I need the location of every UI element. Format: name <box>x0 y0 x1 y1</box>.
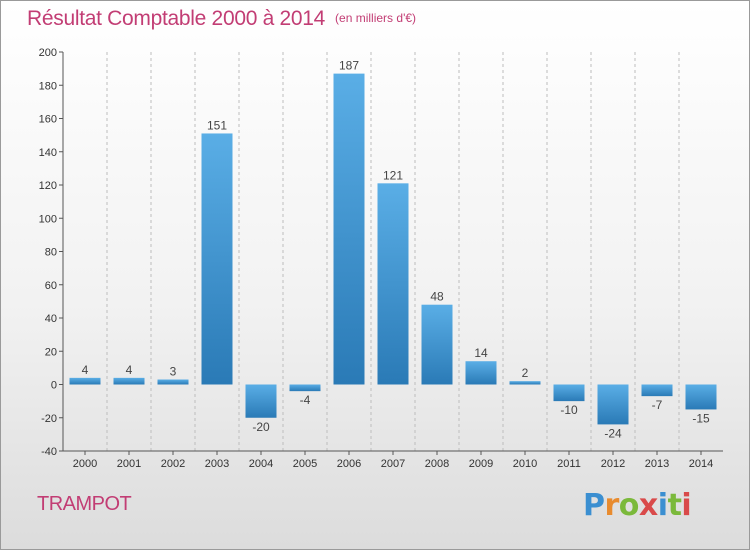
x-tick-label: 2012 <box>601 458 625 470</box>
bar-2011 <box>553 384 585 402</box>
bar-2000 <box>69 377 101 385</box>
bar-2001 <box>113 377 145 385</box>
bar-2004 <box>245 384 277 418</box>
x-tick-label: 2014 <box>689 458 713 470</box>
bar-2012 <box>597 384 629 425</box>
y-tick-label: 140 <box>39 147 57 159</box>
logo-letter: P <box>583 488 605 523</box>
bar-2003 <box>201 133 233 385</box>
data-label-2014: -15 <box>692 411 710 425</box>
x-tick-label: 2011 <box>557 458 581 470</box>
x-tick-label: 2010 <box>513 458 537 470</box>
x-tick-label: 2003 <box>205 458 229 470</box>
logo-letter: i <box>681 488 692 523</box>
y-tick-label: 160 <box>39 114 57 126</box>
bar-2010 <box>509 381 541 385</box>
bar-2006 <box>333 73 365 385</box>
y-tick-label: -20 <box>41 413 57 425</box>
y-tick-label: 120 <box>39 180 57 192</box>
x-tick-label: 2009 <box>469 458 493 470</box>
x-tick-label: 2008 <box>425 458 449 470</box>
x-tick-label: 2013 <box>645 458 669 470</box>
bar-2008 <box>421 304 453 385</box>
y-tick-label: 60 <box>45 280 57 292</box>
x-tick-label: 2006 <box>337 458 361 470</box>
x-tick-label: 2002 <box>161 458 185 470</box>
chart-title-text: Résultat Comptable 2000 à 2014 <box>27 7 326 30</box>
logo-letter: o <box>618 488 640 523</box>
y-tick-label: 20 <box>45 346 57 358</box>
data-label-2008: 48 <box>430 290 444 304</box>
x-tick-label: 2004 <box>249 458 273 470</box>
commune-name: TRAMPOT <box>37 493 132 515</box>
data-label-2000: 4 <box>82 363 89 377</box>
data-label-2009: 14 <box>474 346 488 360</box>
chart-unit-note: (en milliers d'€) <box>335 11 417 25</box>
data-label-2005: -4 <box>300 393 311 407</box>
data-label-2007: 121 <box>383 168 403 182</box>
data-label-2010: 2 <box>522 366 529 380</box>
y-tick-label: 200 <box>39 47 57 59</box>
bar-2005 <box>289 384 321 392</box>
bar-2002 <box>157 379 189 385</box>
x-tick-label: 2001 <box>117 458 141 470</box>
y-tick-label: 180 <box>39 80 57 92</box>
x-tick-label: 2007 <box>381 458 405 470</box>
x-tick-label: 2005 <box>293 458 317 470</box>
data-label-2004: -20 <box>252 420 270 434</box>
x-tick-label: 2000 <box>73 458 97 470</box>
y-tick-label: 100 <box>39 213 57 225</box>
data-label-2006: 187 <box>339 59 359 73</box>
y-tick-label: 40 <box>45 313 57 325</box>
logo-letter: i <box>657 488 668 523</box>
chart-title: Résultat Comptable 2000 à 2014 (en millie… <box>27 7 416 31</box>
proxiti-logo: Proxiti <box>583 488 692 523</box>
data-label-2003: 151 <box>207 118 227 132</box>
logo-letter: r <box>604 488 620 523</box>
data-label-2013: -7 <box>652 398 663 412</box>
bar-2014 <box>685 384 717 410</box>
data-label-2011: -10 <box>560 403 578 417</box>
data-label-2012: -24 <box>604 426 622 440</box>
bar-2007 <box>377 183 409 385</box>
y-tick-label: 0 <box>51 380 57 392</box>
data-label-2002: 3 <box>170 365 177 379</box>
y-tick-label: -40 <box>41 446 57 458</box>
bar-2009 <box>465 361 497 385</box>
y-tick-label: 80 <box>45 247 57 259</box>
data-label-2001: 4 <box>126 363 133 377</box>
logo-letter: t <box>667 488 682 523</box>
logo-letter: x <box>638 488 658 523</box>
bar-2013 <box>641 384 673 397</box>
